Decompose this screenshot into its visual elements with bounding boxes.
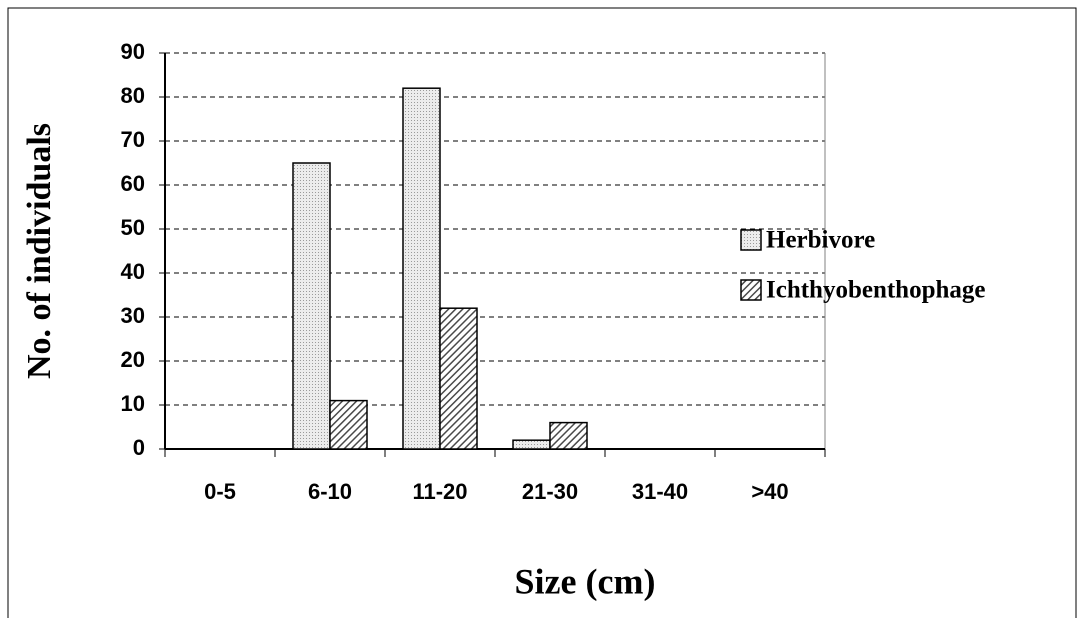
x-tick-label: 0-5 (204, 479, 236, 504)
y-tick-label: 90 (121, 39, 145, 64)
legend-swatch (740, 279, 762, 301)
x-tick-label: 21-30 (522, 479, 578, 504)
y-tick-label: 30 (121, 303, 145, 328)
bar (549, 421, 588, 450)
x-axis-label: Size (cm) (515, 561, 656, 601)
y-axis-label: No. of individuals (21, 123, 58, 379)
y-tick-label: 70 (121, 127, 145, 152)
y-tick-label: 50 (121, 215, 145, 240)
y-tick-label: 0 (133, 435, 145, 460)
x-tick-label: 11-20 (412, 479, 467, 504)
y-tick-label: 20 (121, 347, 145, 372)
bar (329, 399, 368, 450)
legend-swatch (740, 229, 762, 251)
y-tick-label: 60 (121, 171, 145, 196)
x-tick-label: 6-10 (308, 479, 352, 504)
bar (402, 87, 441, 450)
x-tick-label: 31-40 (632, 479, 688, 504)
legend-label: Ichthyobenthophage (766, 277, 986, 304)
frame (7, 7, 1077, 618)
y-tick-label: 80 (121, 83, 145, 108)
bar (512, 439, 551, 450)
legend-label: Herbivore (766, 227, 875, 254)
bar (292, 162, 331, 450)
y-tick-label: 10 (121, 391, 145, 416)
x-tick-label: >40 (751, 479, 788, 504)
bar (439, 307, 478, 450)
y-tick-label: 40 (121, 259, 145, 284)
